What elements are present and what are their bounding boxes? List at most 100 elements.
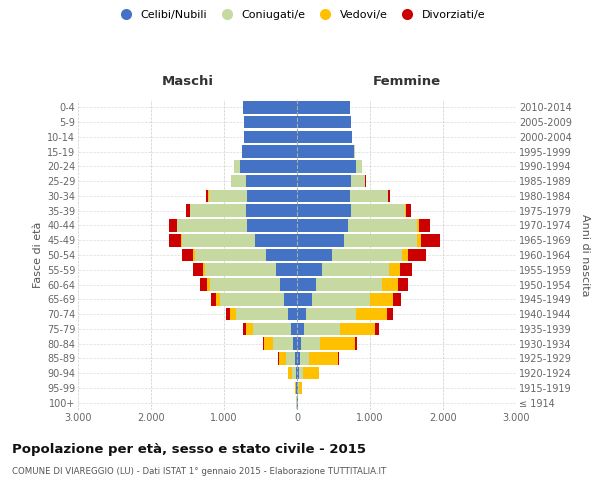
Bar	[243, 101, 297, 114]
Bar	[279, 352, 286, 364]
Bar	[220, 293, 284, 306]
Bar	[356, 308, 387, 320]
Bar	[344, 234, 417, 246]
Bar	[297, 146, 354, 158]
Bar	[273, 338, 293, 350]
Bar	[300, 352, 308, 364]
Bar	[288, 367, 292, 380]
Bar	[295, 382, 296, 394]
Bar	[389, 264, 400, 276]
Bar	[351, 204, 405, 217]
Bar	[193, 248, 195, 262]
Bar	[297, 219, 348, 232]
Bar	[247, 190, 297, 202]
Bar	[203, 264, 205, 276]
Bar	[295, 352, 297, 364]
Y-axis label: Fasce di età: Fasce di età	[32, 222, 43, 288]
Bar	[216, 293, 220, 306]
Bar	[419, 219, 430, 232]
Bar	[298, 382, 299, 394]
Text: Maschi: Maschi	[161, 75, 214, 88]
Bar	[297, 293, 311, 306]
Bar	[297, 160, 356, 172]
Bar	[247, 219, 297, 232]
Bar	[182, 234, 254, 246]
Bar	[320, 338, 355, 350]
Bar	[307, 308, 356, 320]
Bar	[266, 248, 297, 262]
Bar	[303, 367, 319, 380]
Bar	[406, 204, 411, 217]
Bar	[322, 264, 389, 276]
Bar	[402, 248, 408, 262]
Bar	[244, 116, 297, 128]
Bar	[293, 338, 297, 350]
Bar	[181, 234, 182, 246]
Bar	[332, 248, 402, 262]
Bar	[236, 308, 288, 320]
Bar	[297, 382, 298, 394]
Bar	[308, 352, 338, 364]
Bar	[421, 234, 440, 246]
Bar	[292, 367, 296, 380]
Bar	[232, 175, 246, 188]
Bar	[297, 234, 344, 246]
Bar	[340, 322, 375, 335]
Bar	[297, 175, 351, 188]
Bar	[210, 278, 280, 291]
Bar	[240, 160, 297, 172]
Bar	[176, 219, 177, 232]
Text: COMUNE DI VIAREGGIO (LU) - Dati ISTAT 1° gennaio 2015 - Elaborazione TUTTITALIA.: COMUNE DI VIAREGGIO (LU) - Dati ISTAT 1°…	[12, 468, 386, 476]
Bar	[299, 367, 303, 380]
Bar	[253, 322, 291, 335]
Bar	[311, 293, 370, 306]
Bar	[417, 234, 421, 246]
Bar	[355, 338, 357, 350]
Bar	[297, 101, 350, 114]
Bar	[370, 293, 394, 306]
Bar	[288, 308, 297, 320]
Bar	[185, 204, 190, 217]
Bar	[209, 190, 247, 202]
Bar	[254, 234, 297, 246]
Bar	[400, 264, 412, 276]
Bar	[284, 293, 297, 306]
Bar	[263, 338, 264, 350]
Bar	[230, 308, 236, 320]
Bar	[304, 322, 340, 335]
Bar	[297, 190, 350, 202]
Bar	[398, 278, 408, 291]
Bar	[200, 278, 207, 291]
Bar	[301, 338, 320, 350]
Legend: Celibi/Nubili, Coniugati/e, Vedovi/e, Divorziati/e: Celibi/Nubili, Coniugati/e, Vedovi/e, Di…	[112, 8, 488, 22]
Bar	[297, 338, 301, 350]
Bar	[356, 160, 362, 172]
Bar	[382, 278, 398, 291]
Bar	[246, 322, 253, 335]
Y-axis label: Anni di nascita: Anni di nascita	[580, 214, 590, 296]
Bar	[350, 190, 388, 202]
Bar	[169, 219, 176, 232]
Bar	[387, 308, 392, 320]
Bar	[297, 204, 351, 217]
Bar	[246, 204, 297, 217]
Bar	[297, 248, 332, 262]
Bar	[244, 130, 297, 143]
Bar	[297, 278, 316, 291]
Bar	[316, 278, 382, 291]
Bar	[297, 130, 352, 143]
Bar	[193, 264, 203, 276]
Bar	[297, 264, 322, 276]
Bar	[207, 278, 210, 291]
Text: Femmine: Femmine	[373, 75, 440, 88]
Bar	[169, 234, 181, 246]
Bar	[351, 175, 365, 188]
Bar	[276, 264, 297, 276]
Bar	[246, 175, 297, 188]
Bar	[205, 264, 276, 276]
Bar	[291, 322, 297, 335]
Bar	[243, 322, 246, 335]
Bar	[408, 248, 426, 262]
Bar	[190, 204, 246, 217]
Bar	[297, 352, 300, 364]
